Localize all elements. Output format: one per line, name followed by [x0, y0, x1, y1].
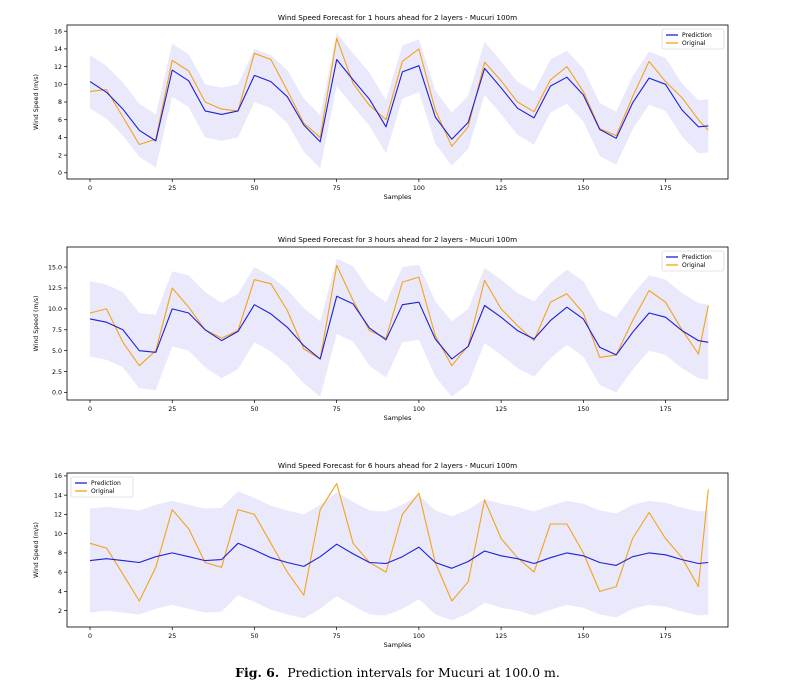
- x-tick-label: 25: [168, 406, 176, 413]
- y-tick-label: 12.5: [48, 285, 62, 292]
- legend-label-prediction: Prediction: [682, 254, 712, 261]
- x-tick-label: 125: [495, 633, 507, 640]
- x-tick-label: 75: [333, 633, 341, 640]
- x-tick-label: 125: [495, 406, 507, 413]
- chart-2: Wind Speed Forecast for 3 hours ahead fo…: [33, 235, 729, 422]
- legend-label-original: Original: [682, 262, 706, 269]
- y-tick-label: 10: [54, 81, 62, 88]
- y-tick-label: 2: [58, 152, 62, 159]
- prediction-interval-band: [90, 258, 709, 397]
- chart-title: Wind Speed Forecast for 6 hours ahead fo…: [278, 461, 517, 470]
- y-tick-label: 0: [58, 170, 62, 177]
- y-tick-label: 8: [58, 550, 62, 557]
- axes-frame: [66, 246, 729, 401]
- x-tick-label: 150: [577, 406, 589, 413]
- legend-box: [661, 28, 725, 50]
- y-tick-label: 12: [54, 512, 62, 519]
- legend-box: [70, 476, 134, 498]
- x-axis-label: Samples: [384, 641, 412, 649]
- legend-label-prediction: Prediction: [91, 480, 121, 487]
- x-tick-label: 50: [250, 633, 258, 640]
- x-tick-label: 150: [577, 633, 589, 640]
- y-tick-label: 6: [58, 117, 62, 124]
- y-tick-label: 2.5: [52, 369, 62, 376]
- legend-box: [661, 250, 725, 272]
- series-line-original: [89, 37, 709, 147]
- y-tick-label: 16: [54, 473, 62, 480]
- x-tick-label: 100: [413, 406, 425, 413]
- x-tick-label: 0: [88, 633, 92, 640]
- y-tick-label: 15.0: [48, 264, 62, 271]
- y-tick-label: 7.5: [52, 327, 62, 334]
- x-tick-label: 125: [495, 185, 507, 192]
- y-tick-label: 4: [58, 135, 62, 142]
- x-tick-label: 50: [250, 185, 258, 192]
- y-tick-label: 8: [58, 99, 62, 106]
- y-tick-label: 12: [54, 64, 62, 71]
- prediction-interval-band: [90, 33, 709, 169]
- x-tick-label: 100: [413, 185, 425, 192]
- axes-frame: [66, 472, 729, 628]
- caption-text: Prediction intervals for Mucuri at 100.0…: [287, 665, 560, 680]
- y-axis-label: Wind Speed (m/s): [33, 74, 40, 130]
- x-tick-label: 0: [88, 406, 92, 413]
- legend-label-original: Original: [682, 40, 706, 47]
- x-axis-label: Samples: [384, 414, 412, 422]
- y-tick-label: 6: [58, 569, 62, 576]
- caption-label: Fig. 6.: [235, 665, 280, 680]
- y-axis-label: Wind Speed (m/s): [33, 295, 40, 351]
- series-line-prediction: [89, 542, 709, 569]
- x-tick-label: 75: [333, 185, 341, 192]
- series-line-original: [89, 483, 709, 602]
- x-tick-label: 25: [168, 633, 176, 640]
- x-tick-label: 175: [660, 185, 672, 192]
- series-line-prediction: [89, 58, 709, 143]
- y-tick-label: 2: [58, 608, 62, 615]
- series-line-original: [89, 264, 709, 367]
- legend-label-prediction: Prediction: [682, 32, 712, 39]
- x-tick-label: 75: [333, 406, 341, 413]
- chart-title: Wind Speed Forecast for 3 hours ahead fo…: [278, 235, 517, 244]
- y-tick-label: 0.0: [52, 390, 62, 397]
- y-tick-label: 5.0: [52, 348, 62, 355]
- x-tick-label: 50: [250, 406, 258, 413]
- x-axis-label: Samples: [384, 193, 412, 201]
- y-tick-label: 4: [58, 589, 62, 596]
- legend-label-original: Original: [91, 488, 115, 495]
- series-line-prediction: [89, 295, 709, 360]
- chart-title: Wind Speed Forecast for 1 hours ahead fo…: [278, 13, 517, 22]
- chart-1: Wind Speed Forecast for 1 hours ahead fo…: [33, 13, 729, 201]
- x-tick-label: 150: [577, 185, 589, 192]
- y-axis-label: Wind Speed (m/s): [33, 522, 40, 578]
- x-tick-label: 175: [660, 406, 672, 413]
- y-tick-label: 14: [54, 46, 62, 53]
- y-tick-label: 14: [54, 492, 62, 499]
- chart-3: Wind Speed Forecast for 6 hours ahead fo…: [33, 461, 729, 649]
- x-tick-label: 25: [168, 185, 176, 192]
- y-tick-label: 10.0: [48, 306, 62, 313]
- x-tick-label: 175: [660, 633, 672, 640]
- x-tick-label: 100: [413, 633, 425, 640]
- y-tick-label: 16: [54, 28, 62, 35]
- x-tick-label: 0: [88, 185, 92, 192]
- figure-caption: Fig. 6. Prediction intervals for Mucuri …: [0, 665, 795, 680]
- y-tick-label: 10: [54, 531, 62, 538]
